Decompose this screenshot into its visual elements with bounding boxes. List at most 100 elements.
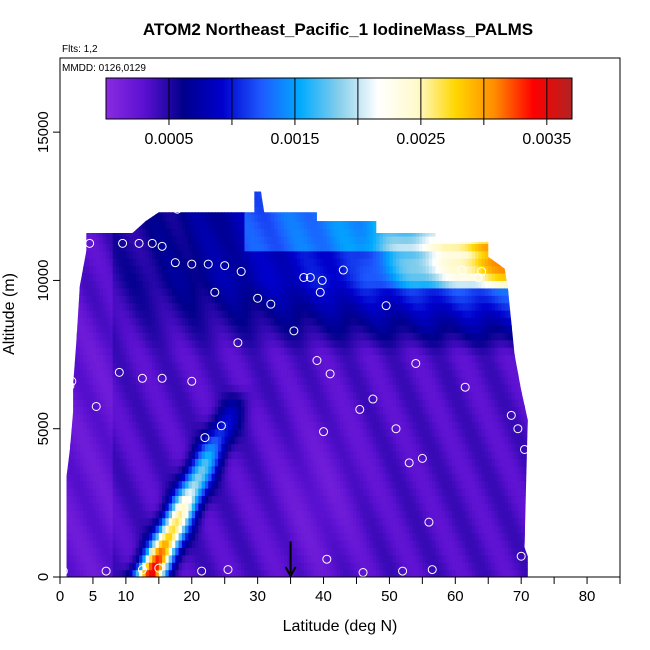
heatmap-cell xyxy=(102,243,107,252)
heatmap-cell xyxy=(119,473,124,482)
heatmap-cell xyxy=(162,191,167,193)
heatmap-cell xyxy=(162,406,167,415)
heatmap-cell xyxy=(172,488,176,497)
heatmap-cell xyxy=(251,369,255,378)
heatmap-cell xyxy=(201,347,206,356)
heatmap-cell xyxy=(214,510,219,519)
heatmap-cell xyxy=(135,384,140,393)
heatmap-cell xyxy=(244,443,249,452)
heatmap-cell xyxy=(106,502,111,511)
heatmap-cell xyxy=(254,310,259,319)
heatmap-cell xyxy=(162,443,167,452)
heatmap-cell xyxy=(231,465,236,474)
heatmap-cell xyxy=(152,324,157,333)
heatmap-cell xyxy=(228,443,232,452)
heatmap-cell xyxy=(211,191,216,193)
heatmap-cell xyxy=(188,532,193,541)
heatmap-cell xyxy=(195,413,199,422)
heatmap-cell xyxy=(214,495,219,504)
heatmap-cell xyxy=(221,525,226,534)
heatmap-cell xyxy=(86,502,91,511)
heatmap-cell xyxy=(119,361,124,370)
heatmap-cell xyxy=(234,213,239,222)
heatmap-cell xyxy=(178,243,183,252)
heatmap-cell xyxy=(228,258,232,267)
heatmap-cell xyxy=(66,354,68,363)
heatmap-cell xyxy=(165,443,170,452)
heatmap-cell xyxy=(218,280,223,289)
heatmap-cell xyxy=(129,369,134,378)
heatmap-cell xyxy=(237,562,242,571)
heatmap-cell xyxy=(241,480,246,489)
heatmap-cell xyxy=(106,221,111,230)
heatmap-cell xyxy=(125,554,130,563)
heatmap-cell xyxy=(79,221,84,230)
heatmap-cell xyxy=(178,488,183,497)
heatmap-cell xyxy=(119,198,124,207)
heatmap-cell xyxy=(218,562,223,571)
heatmap-cell xyxy=(218,532,223,541)
heatmap-cell xyxy=(129,191,134,193)
heatmap-cell xyxy=(99,280,104,289)
heatmap-cell xyxy=(204,258,209,267)
heatmap-cell xyxy=(195,421,199,430)
heatmap-cell xyxy=(241,287,246,296)
heatmap-cell xyxy=(86,510,91,519)
heatmap-cell xyxy=(251,339,255,348)
heatmap-cell xyxy=(99,450,104,459)
heatmap-cell xyxy=(152,562,157,571)
heatmap-cell xyxy=(254,532,259,541)
heatmap-cell xyxy=(237,354,242,363)
heatmap-cell xyxy=(280,191,285,200)
heatmap-cell xyxy=(89,361,94,370)
heatmap-cell xyxy=(178,295,183,304)
heatmap-cell xyxy=(185,332,190,341)
heatmap-cell xyxy=(112,384,117,393)
heatmap-cell xyxy=(132,354,137,363)
heatmap-cell xyxy=(109,384,114,393)
heatmap-cell xyxy=(102,488,107,497)
heatmap-cell xyxy=(76,443,81,452)
heatmap-cell xyxy=(132,450,137,459)
heatmap-cell xyxy=(99,221,104,230)
heatmap-cell xyxy=(241,221,246,230)
heatmap-cell xyxy=(287,191,292,193)
heatmap-cell xyxy=(79,547,84,556)
heatmap-cell xyxy=(320,191,325,200)
heatmap-cell xyxy=(122,221,127,230)
heatmap-cell xyxy=(178,399,183,408)
heatmap-cell xyxy=(99,361,104,370)
heatmap-cell xyxy=(142,369,147,378)
heatmap-cell xyxy=(195,317,199,326)
heatmap-cell xyxy=(260,198,265,207)
heatmap-cell xyxy=(251,480,255,489)
heatmap-cell xyxy=(221,517,226,526)
heatmap-cell xyxy=(155,361,160,370)
heatmap-cell xyxy=(152,391,157,400)
heatmap-cell xyxy=(221,384,226,393)
heatmap-cell xyxy=(221,361,226,370)
heatmap-cell xyxy=(247,228,252,237)
heatmap-cell xyxy=(76,213,81,222)
heatmap-cell xyxy=(132,473,137,482)
heatmap-cell xyxy=(60,466,64,474)
heatmap-cell xyxy=(152,191,157,200)
heatmap-cell xyxy=(116,280,120,289)
heatmap-cell xyxy=(165,339,170,348)
heatmap-cell xyxy=(195,243,199,252)
heatmap-cell xyxy=(158,354,163,363)
heatmap-cell xyxy=(214,280,219,289)
heatmap-cell xyxy=(204,376,209,385)
heatmap-cell xyxy=(132,369,137,378)
heatmap-cell xyxy=(214,191,219,200)
heatmap-cell xyxy=(99,243,104,252)
heatmap-cell xyxy=(132,228,137,237)
heatmap-cell xyxy=(83,384,87,393)
heatmap-cell xyxy=(73,243,78,252)
heatmap-cell xyxy=(211,302,216,311)
heatmap-cell xyxy=(112,302,117,311)
heatmap-cell xyxy=(119,502,124,511)
heatmap-cell xyxy=(211,517,216,526)
heatmap-cell xyxy=(135,421,140,430)
heatmap-cell xyxy=(86,295,91,304)
